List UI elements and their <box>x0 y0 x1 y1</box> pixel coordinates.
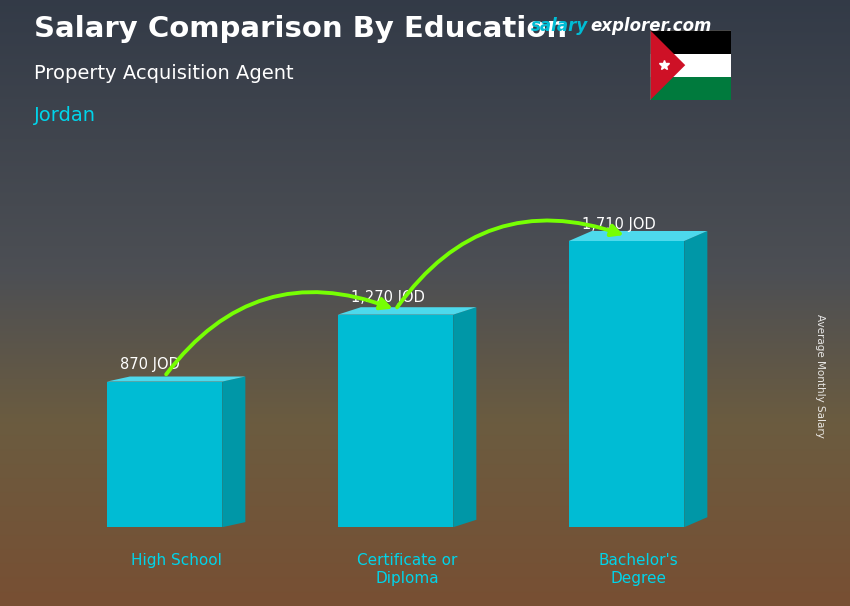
FancyArrowPatch shape <box>166 292 388 375</box>
Polygon shape <box>337 315 453 527</box>
Polygon shape <box>107 376 246 382</box>
Text: salary: salary <box>531 17 588 35</box>
Text: 1,710 JOD: 1,710 JOD <box>582 217 656 232</box>
Text: Bachelor's
Degree: Bachelor's Degree <box>598 553 678 585</box>
Text: Average Monthly Salary: Average Monthly Salary <box>815 314 825 438</box>
Bar <box>650 30 731 53</box>
Text: explorer.com: explorer.com <box>590 17 711 35</box>
Text: Property Acquisition Agent: Property Acquisition Agent <box>34 64 293 82</box>
Polygon shape <box>107 382 222 527</box>
Text: 1,270 JOD: 1,270 JOD <box>351 290 425 305</box>
Text: Salary Comparison By Education: Salary Comparison By Education <box>34 15 567 43</box>
Polygon shape <box>569 231 707 241</box>
Text: Certificate or
Diploma: Certificate or Diploma <box>357 553 457 585</box>
Bar <box>650 53 731 77</box>
Text: 870 JOD: 870 JOD <box>121 358 180 373</box>
Polygon shape <box>453 307 476 527</box>
Polygon shape <box>569 241 684 527</box>
Polygon shape <box>337 307 476 315</box>
Bar <box>650 77 731 100</box>
Text: High School: High School <box>131 553 222 568</box>
Polygon shape <box>650 30 685 100</box>
Text: Jordan: Jordan <box>34 106 96 125</box>
Polygon shape <box>684 231 707 527</box>
FancyArrowPatch shape <box>397 221 620 307</box>
Polygon shape <box>222 376 246 527</box>
